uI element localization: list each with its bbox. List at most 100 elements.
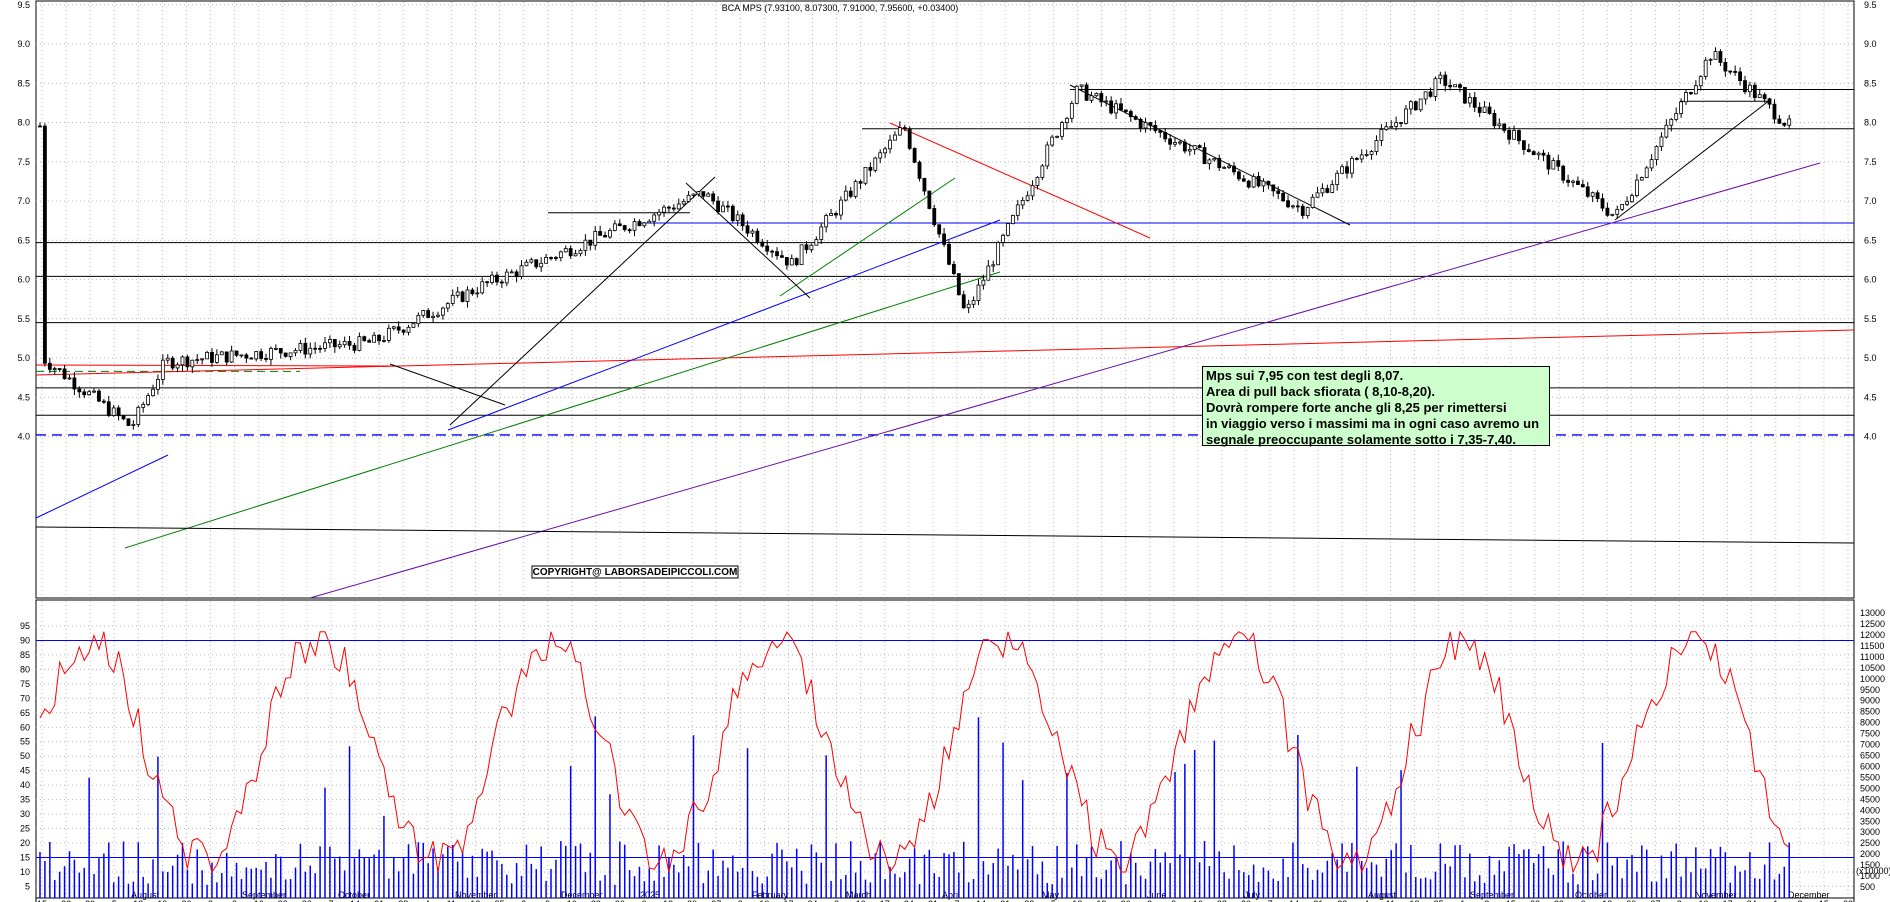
candle-body [465, 289, 470, 302]
candle-body [1679, 101, 1684, 114]
price-tick-label: 8.5 [1864, 78, 1877, 88]
x-tick-label: 25 [1434, 899, 1444, 902]
candle-body [121, 415, 126, 420]
candle-body [1443, 74, 1448, 86]
candle-body [1330, 184, 1335, 193]
candle-body [111, 407, 116, 416]
x-month-label: September [242, 890, 286, 900]
candle-body [1015, 204, 1020, 216]
x-tick-label: 3 [1677, 899, 1682, 902]
note-line: Mps sui 7,95 con test degli 8,07. [1206, 368, 1404, 383]
candle-body [1708, 58, 1713, 61]
oscillator-tick-label: 30 [20, 809, 30, 819]
x-tick-label: 23 [1217, 899, 1227, 902]
candle-body [750, 230, 755, 234]
candle-body [1404, 108, 1408, 124]
candle-body [706, 193, 711, 197]
candle-body [1502, 123, 1507, 131]
candle-body [1482, 106, 1487, 113]
candle-body [1718, 51, 1723, 63]
candle-body [627, 229, 632, 232]
candle-body [1227, 165, 1231, 168]
candle-body [401, 329, 406, 333]
candle-body [278, 348, 283, 354]
x-tick-label: 21 [1000, 899, 1010, 902]
candle-body [809, 244, 814, 251]
candle-body [1197, 145, 1202, 148]
candle-body [991, 264, 996, 267]
x-tick-label: 6 [641, 899, 646, 902]
x-tick-label: 6 [1581, 899, 1586, 902]
candle-body [1060, 122, 1064, 137]
candle-body [1217, 158, 1222, 169]
candle-body [539, 262, 544, 268]
candle-body [1521, 140, 1526, 151]
candle-body [1615, 209, 1620, 215]
candlestick-series [38, 47, 1792, 430]
x-month-label: December [561, 890, 603, 900]
candle-body [1600, 198, 1605, 209]
x-tick-label: 20 [1626, 899, 1636, 902]
candle-body [362, 336, 367, 342]
candle-body [1178, 141, 1182, 144]
candle-body [1163, 132, 1168, 140]
candle-body [391, 326, 396, 329]
trend-line [685, 182, 811, 299]
candle-body [662, 206, 666, 213]
candle-body [617, 223, 622, 226]
candle-body [1089, 95, 1094, 101]
candle-body [1040, 165, 1045, 178]
x-tick-label: 21 [374, 899, 384, 902]
candle-body [327, 339, 332, 344]
candle-body [1634, 179, 1639, 196]
candle-body [1580, 184, 1585, 188]
candle-body [200, 358, 205, 361]
x-tick-label: 22 [61, 899, 71, 902]
candle-body [897, 127, 902, 136]
candle-body [1472, 97, 1477, 108]
candle-body [411, 323, 416, 328]
x-tick-label: 14 [1289, 899, 1299, 902]
candle-body [43, 125, 47, 364]
volume-tick-label: 7500 [1860, 729, 1880, 739]
x-tick-label: 24 [808, 899, 818, 902]
candle-body [534, 259, 539, 268]
candle-body [342, 341, 347, 346]
candle-body [1354, 158, 1359, 160]
x-tick-label: 30 [1241, 899, 1251, 902]
candle-body [1079, 84, 1084, 87]
candle-body [1389, 125, 1394, 128]
candle-body [1546, 154, 1551, 170]
x-tick-label: 18 [470, 899, 480, 902]
candle-body [1526, 149, 1531, 152]
candle-body [1433, 78, 1438, 97]
candle-body [839, 199, 843, 216]
candle-body [57, 368, 62, 370]
candle-body [1782, 122, 1787, 126]
x-tick-label: 12 [133, 899, 143, 902]
candle-body [686, 194, 691, 202]
candle-body [1693, 85, 1698, 95]
candle-body [814, 239, 819, 246]
candle-body [558, 251, 563, 259]
candle-body [642, 222, 647, 227]
volume-tick-label: 1500 [1860, 860, 1880, 870]
oscillator-tick-label: 5 [25, 881, 30, 891]
x-month-label: November [455, 890, 497, 900]
candle-body [1187, 149, 1192, 152]
candle-body [888, 139, 892, 150]
candle-body [1256, 176, 1261, 187]
candle-body [160, 359, 165, 380]
oscillator-tick-label: 85 [20, 650, 30, 660]
candle-body [514, 271, 519, 277]
price-tick-label: 8.5 [17, 78, 30, 88]
x-month-label: December [1788, 890, 1830, 900]
x-tick-label: 4 [425, 899, 430, 902]
candle-body [667, 206, 671, 209]
candle-body [612, 223, 617, 231]
candle-body [170, 357, 175, 369]
candle-body [332, 339, 337, 348]
candle-body [367, 340, 372, 343]
svg-text:COPYRIGHT@ LABORSADEIPICCOLI.C: COPYRIGHT@ LABORSADEIPICCOLI.COM [533, 567, 738, 578]
x-tick-label: 26 [1121, 899, 1131, 902]
